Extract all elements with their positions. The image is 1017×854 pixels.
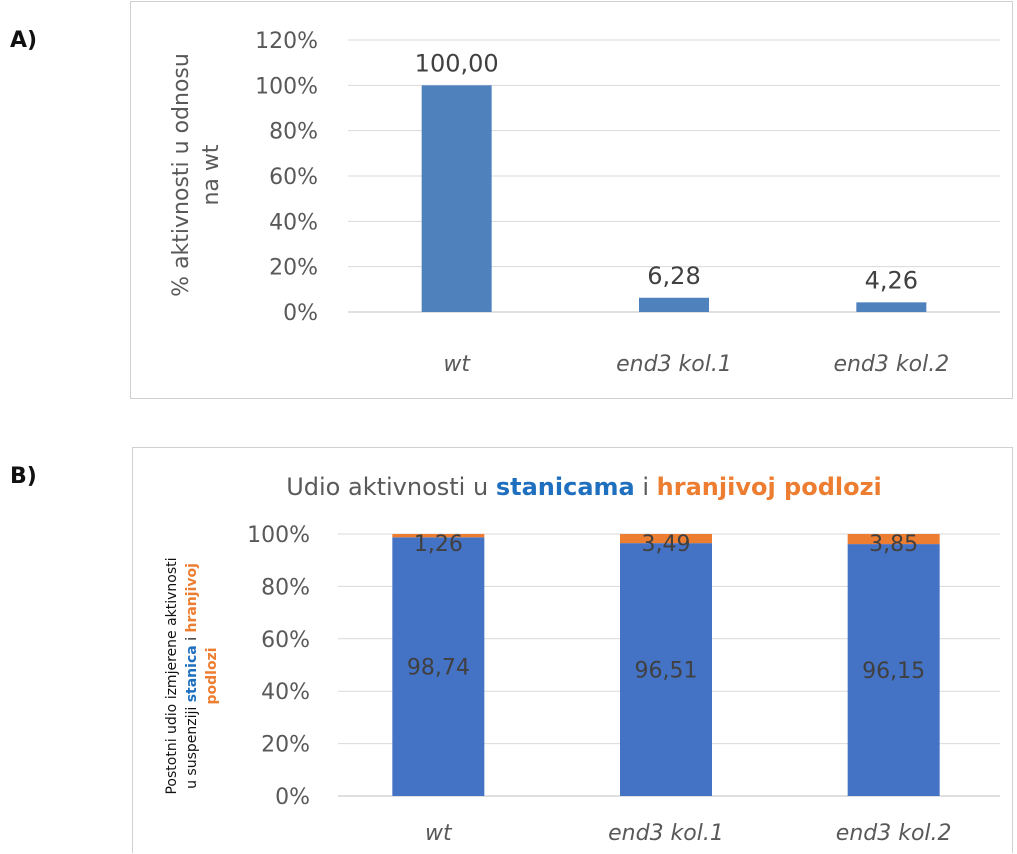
chart-b-ylabel: Postotni udio izmjerene aktivnosti u sus… (164, 557, 220, 794)
chart-a-ylabel-line: % aktivnosti u odnosu (169, 53, 194, 297)
bar-segment-medium (392, 534, 485, 538)
chart-b-title: Udio aktivnosti u stanicama i hranjivoj … (286, 473, 882, 501)
data-label: 100,00 (415, 49, 499, 77)
bar-segment-cells (620, 543, 712, 796)
bar-segment-cells (847, 544, 940, 796)
chart-a-ylabel: % aktivnosti u odnosu na wt (169, 53, 224, 297)
data-label: 4,26 (865, 266, 918, 294)
y-tick-label: 40% (269, 210, 318, 235)
y-tick-label: 0% (275, 785, 310, 810)
data-label: 3,49 (642, 532, 691, 557)
y-tick-label: 60% (261, 628, 310, 653)
x-tick-label: end3 kol.1 (616, 352, 732, 377)
y-tick-label: 20% (261, 733, 310, 758)
bar-segment-medium (847, 534, 940, 545)
x-tick-label: wt (425, 821, 453, 846)
y-tick-label: 120% (255, 29, 318, 54)
data-label: 96,51 (635, 659, 698, 684)
bar-segment-cells (392, 537, 485, 796)
x-tick-label: end3 kol.2 (833, 352, 949, 377)
data-label: 98,74 (407, 656, 470, 681)
bar (639, 297, 709, 312)
data-label: 6,28 (647, 262, 700, 290)
y-tick-label: 20% (269, 256, 318, 281)
y-tick-label: 0% (283, 301, 318, 326)
chart-a-frame (130, 1, 1013, 399)
y-tick-label: 40% (261, 680, 310, 705)
x-tick-label: end3 kol.2 (836, 821, 952, 846)
bar-segment-medium (620, 534, 712, 544)
data-label: 96,15 (862, 659, 925, 684)
x-tick-label: wt (443, 352, 471, 377)
chart-b-ylabel-line3: podlozi (204, 647, 220, 704)
chart-b-ylabel-line2: u suspenziji stanica i hranjivoj (184, 563, 200, 789)
data-label: 3,85 (869, 532, 918, 557)
y-tick-label: 80% (261, 575, 310, 600)
chart-b-ylabel-line1: Postotni udio izmjerene aktivnosti (164, 557, 180, 794)
x-tick-label: end3 kol.1 (608, 821, 724, 846)
y-tick-label: 60% (269, 165, 318, 190)
y-tick-label: 80% (269, 120, 318, 145)
data-label: 1,26 (414, 532, 463, 557)
y-tick-label: 100% (247, 523, 310, 548)
panel-label-a: A) (10, 28, 38, 53)
y-tick-label: 100% (255, 74, 318, 99)
panel-label-b: B) (10, 464, 37, 489)
bar (421, 85, 492, 312)
bar (856, 302, 927, 312)
chart-a-ylabel-line: na wt (199, 144, 224, 205)
